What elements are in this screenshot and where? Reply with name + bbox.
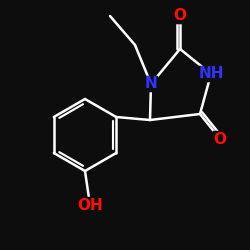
Text: OH: OH	[77, 198, 103, 212]
Text: NH: NH	[198, 66, 224, 82]
Text: O: O	[174, 8, 186, 24]
Text: O: O	[214, 132, 226, 146]
Text: N: N	[144, 76, 158, 92]
